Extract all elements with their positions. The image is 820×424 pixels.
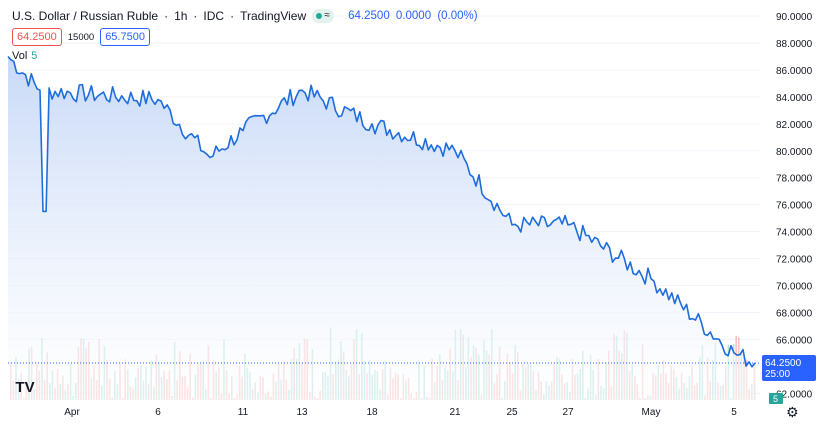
y-tick-label: 88.0000 <box>776 39 813 50</box>
y-tick-label: 76.0000 <box>776 201 813 212</box>
visibility-toggle[interactable]: ≈ <box>312 9 335 23</box>
x-tick-label: 13 <box>296 407 308 418</box>
y-tick-label: 86.0000 <box>776 66 813 77</box>
interval[interactable]: 1h <box>174 9 188 23</box>
price-badge <box>762 354 816 381</box>
quote-price: 64.2500 <box>348 10 390 22</box>
y-tick-label: 72.0000 <box>776 255 813 266</box>
chart-header: U.S. Dollar / Russian Ruble · 1h · IDC ·… <box>12 9 481 23</box>
price-area <box>8 56 755 400</box>
price-line <box>7 55 756 368</box>
volume-value: 5 <box>31 50 38 62</box>
price-badge-value: 64.2500 <box>765 358 802 369</box>
y-tick-label: 70.0000 <box>776 281 813 292</box>
tradingview-logo[interactable]: TV <box>15 378 35 396</box>
x-tick-label: 21 <box>449 407 461 418</box>
y-tick-label: 82.0000 <box>776 120 813 131</box>
x-tick-label: 25 <box>506 407 518 418</box>
wave-icon: ≈ <box>324 10 330 21</box>
symbol-name[interactable]: U.S. Dollar / Russian Ruble <box>12 9 159 23</box>
y-tick-label: 80.0000 <box>776 147 813 158</box>
gear-icon[interactable]: ⚙ <box>786 404 799 420</box>
quote-change: 0.0000 <box>395 10 432 22</box>
volume-legend[interactable]: Vol 5 <box>12 50 37 62</box>
volume-badge-value: 5 <box>773 394 778 404</box>
x-tick-label: May <box>642 407 661 418</box>
price-badge-countdown: 25:00 <box>765 369 790 380</box>
sell-button[interactable]: 64.2500 <box>12 28 62 46</box>
x-tick-label: 18 <box>366 407 378 418</box>
buy-button[interactable]: 65.7500 <box>100 28 150 46</box>
x-tick-label: 27 <box>562 407 574 418</box>
order-panel: 64.2500 15000 65.7500 <box>12 28 150 46</box>
y-tick-label: 74.0000 <box>776 228 813 239</box>
volume-badge <box>769 393 783 404</box>
time-scale: Apr 6 11 13 18 21 25 27 May 5 <box>64 407 737 418</box>
status-dot-icon <box>316 13 323 19</box>
exchange: IDC <box>203 9 225 23</box>
quote: 64.2500 0.0000 (0.00%) <box>348 10 480 22</box>
y-tick-label: 62.0000 <box>776 389 813 400</box>
x-tick-label: 6 <box>155 407 161 418</box>
y-tick-label: 68.0000 <box>776 308 813 319</box>
y-tick-label: 78.0000 <box>776 174 813 185</box>
x-tick-label: Apr <box>64 407 80 418</box>
spread-value: 15000 <box>67 31 95 43</box>
x-tick-label: 5 <box>731 407 737 418</box>
source-name: TradingView <box>240 9 307 23</box>
price-scale: 90.0000 88.0000 86.0000 84.0000 82.0000 80.00… <box>776 12 813 400</box>
volume-label: Vol <box>12 50 28 62</box>
x-tick-label: 11 <box>238 407 249 418</box>
y-tick-label: 90.0000 <box>776 12 813 23</box>
y-tick-label: 84.0000 <box>776 93 813 104</box>
y-tick-label: 66.0000 <box>776 335 813 346</box>
quote-change-pct: (0.00%) <box>437 10 478 22</box>
